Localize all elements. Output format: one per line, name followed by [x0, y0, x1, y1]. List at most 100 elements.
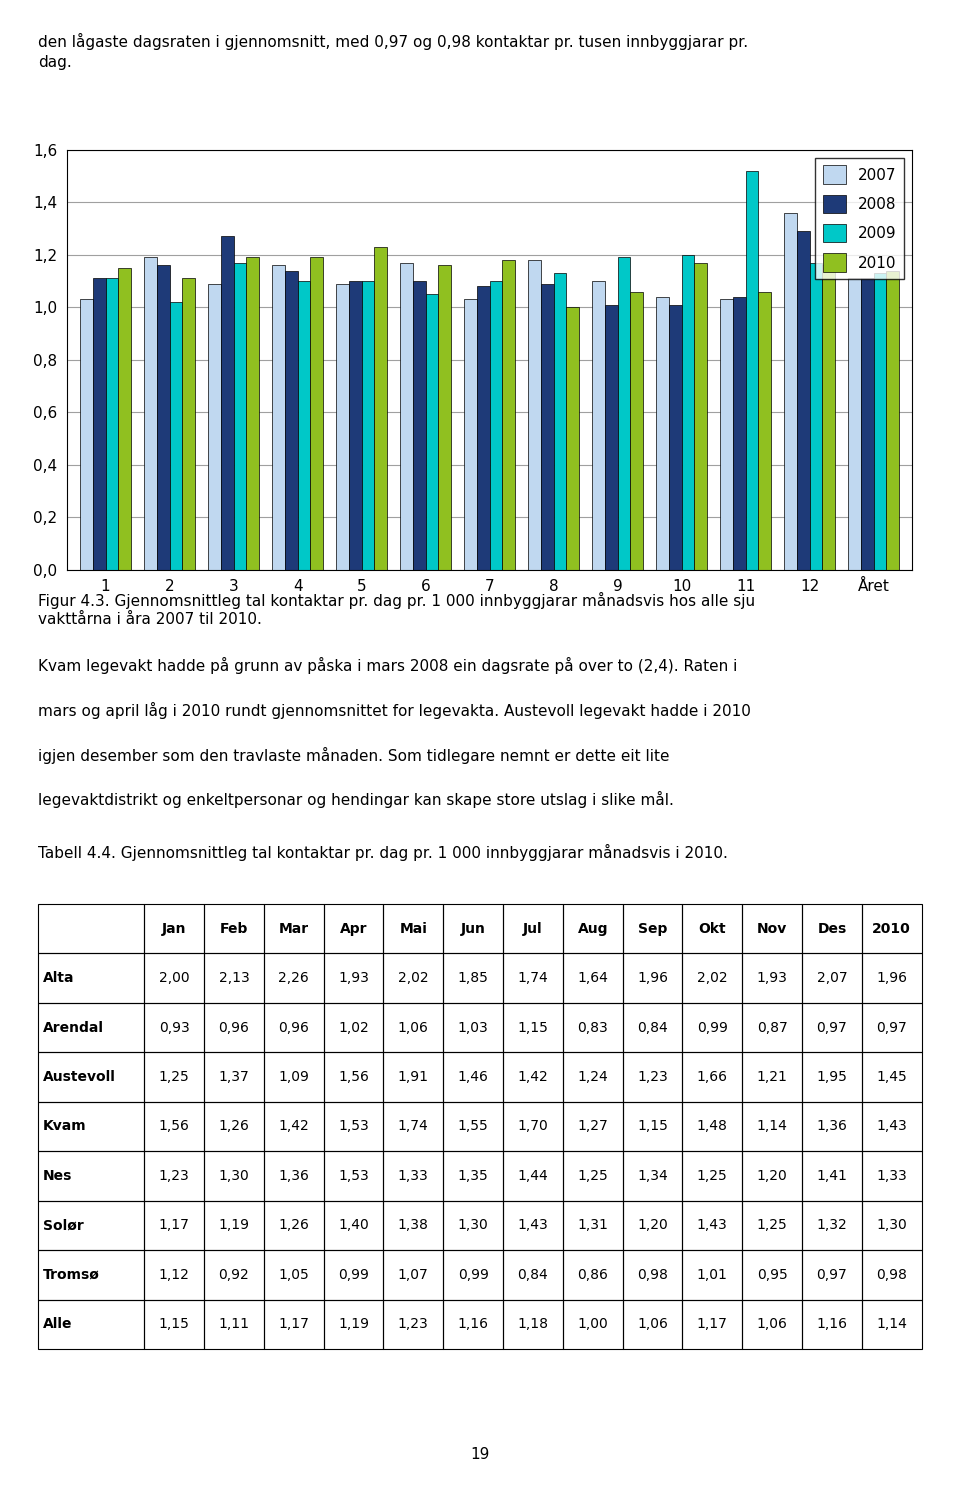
Text: 1,45: 1,45 [876, 1070, 907, 1084]
Text: 1,93: 1,93 [756, 971, 787, 985]
Bar [204, 1300, 264, 1349]
Bar [298, 282, 310, 570]
Text: 1,23: 1,23 [158, 1169, 189, 1183]
Text: 1,85: 1,85 [458, 971, 489, 985]
Bar [623, 1201, 683, 1250]
Text: 1,15: 1,15 [158, 1318, 189, 1331]
Bar [324, 1102, 383, 1151]
Bar [324, 1201, 383, 1250]
Text: Figur 4.3. Gjennomsnittleg tal kontaktar pr. dag pr. 1 000 innbyggjarar månadsvi: Figur 4.3. Gjennomsnittleg tal kontaktar… [38, 592, 756, 627]
Bar [554, 273, 566, 570]
Bar [802, 1052, 862, 1102]
Bar [742, 904, 802, 953]
Text: Mai: Mai [399, 922, 427, 935]
Bar [862, 1250, 922, 1300]
Bar [38, 1102, 144, 1151]
Bar [324, 1300, 383, 1349]
Bar [144, 1151, 204, 1201]
Bar [503, 1102, 563, 1151]
Text: 1,23: 1,23 [398, 1318, 429, 1331]
Bar [823, 265, 835, 570]
Bar [540, 283, 554, 570]
Text: 1,56: 1,56 [338, 1070, 369, 1084]
Text: 1,37: 1,37 [219, 1070, 250, 1084]
Bar [862, 1102, 922, 1151]
Bar [802, 1003, 862, 1052]
Bar [383, 1102, 444, 1151]
Bar [106, 279, 118, 570]
Text: 1,14: 1,14 [756, 1120, 787, 1133]
Bar [144, 1102, 204, 1151]
Bar [383, 1052, 444, 1102]
Bar [802, 1300, 862, 1349]
Bar [38, 1300, 144, 1349]
Bar [490, 282, 502, 570]
Bar [444, 1300, 503, 1349]
Bar [528, 261, 540, 570]
Text: 1,36: 1,36 [278, 1169, 309, 1183]
Bar [444, 1151, 503, 1201]
Bar [38, 1151, 144, 1201]
Text: Mar: Mar [278, 922, 309, 935]
Bar [264, 1151, 324, 1201]
Bar [324, 1003, 383, 1052]
Text: 1,05: 1,05 [278, 1268, 309, 1282]
Legend: 2007, 2008, 2009, 2010: 2007, 2008, 2009, 2010 [815, 157, 904, 279]
Bar [38, 1250, 144, 1300]
Bar [683, 1052, 742, 1102]
Bar [862, 1003, 922, 1052]
Text: 2,00: 2,00 [158, 971, 189, 985]
Text: 1,53: 1,53 [338, 1120, 369, 1133]
Bar [742, 1003, 802, 1052]
Text: 0,97: 0,97 [817, 1021, 848, 1034]
Bar [144, 1300, 204, 1349]
Text: 0,84: 0,84 [517, 1268, 548, 1282]
Text: 1,33: 1,33 [876, 1169, 907, 1183]
Text: 1,91: 1,91 [397, 1070, 429, 1084]
Bar [683, 953, 742, 1003]
Bar [503, 1300, 563, 1349]
Bar [310, 258, 324, 570]
Bar [742, 1250, 802, 1300]
Bar [784, 213, 797, 570]
Bar [38, 953, 144, 1003]
Bar [720, 300, 732, 570]
Bar [503, 1250, 563, 1300]
Bar [80, 300, 93, 570]
Text: 0,95: 0,95 [756, 1268, 787, 1282]
Bar [746, 171, 758, 570]
Text: 0,92: 0,92 [219, 1268, 250, 1282]
Bar [742, 1151, 802, 1201]
Bar [809, 262, 823, 570]
Bar [742, 1201, 802, 1250]
Bar [617, 258, 631, 570]
Bar [93, 279, 106, 570]
Text: 0,87: 0,87 [756, 1021, 787, 1034]
Text: 0,97: 0,97 [876, 1021, 907, 1034]
Bar [221, 237, 233, 570]
Bar [623, 904, 683, 953]
Text: 1,15: 1,15 [637, 1120, 668, 1133]
Text: mars og april låg i 2010 rundt gjennomsnittet for legevakta. Austevoll legevakt : mars og april låg i 2010 rundt gjennomsn… [38, 702, 752, 718]
Bar [38, 1003, 144, 1052]
Bar [383, 1201, 444, 1250]
Bar [383, 1300, 444, 1349]
Bar [732, 297, 746, 570]
Text: Kvam: Kvam [43, 1120, 86, 1133]
Bar [563, 904, 623, 953]
Bar [204, 953, 264, 1003]
Bar [444, 1003, 503, 1052]
Bar [861, 279, 874, 570]
Bar [204, 904, 264, 953]
Text: Nov: Nov [757, 922, 787, 935]
Bar [144, 1003, 204, 1052]
Bar [563, 1003, 623, 1052]
Text: 1,21: 1,21 [756, 1070, 787, 1084]
Text: 1,33: 1,33 [398, 1169, 429, 1183]
Text: 1,02: 1,02 [338, 1021, 369, 1034]
Bar [623, 1250, 683, 1300]
Text: Kvam legevakt hadde på grunn av påska i mars 2008 ein dagsrate på over to (2,4).: Kvam legevakt hadde på grunn av påska i … [38, 657, 738, 673]
Bar [802, 904, 862, 953]
Bar [144, 904, 204, 953]
Bar [264, 1201, 324, 1250]
